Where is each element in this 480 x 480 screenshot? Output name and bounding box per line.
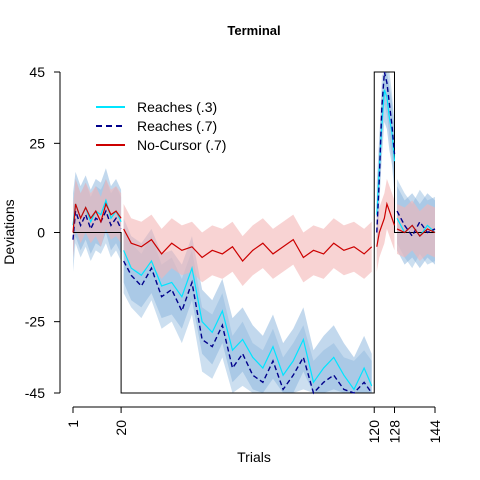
series-line-1-0 [72, 209, 122, 240]
series-lines [72, 71, 436, 395]
band-2-1 [123, 203, 372, 286]
legend-label-0: Reaches (.3) [137, 99, 217, 115]
schedule-line [73, 71, 435, 394]
legend-label-1: Reaches (.7) [137, 118, 217, 134]
x-tick-label-4: 144 [427, 420, 443, 444]
x-tick-label-0: 1 [65, 420, 81, 428]
series-line-2-1 [123, 228, 373, 262]
series-line-0-1 [123, 250, 373, 391]
perturbation-schedule [73, 71, 435, 394]
x-tick-label-2: 120 [366, 420, 382, 444]
y-tick-label-2: 0 [37, 225, 45, 241]
band-2-0 [73, 179, 122, 258]
y-tick-label-4: -45 [25, 385, 45, 401]
x-axis-label: Trials [237, 449, 271, 465]
series-line-2-3 [396, 224, 436, 237]
series-line-2-0 [72, 202, 122, 233]
y-tick-label-3: -25 [25, 314, 45, 330]
series-line-1-1 [123, 260, 373, 395]
y-axis-label: Deviations [1, 199, 17, 264]
series-line-1-3 [396, 210, 436, 238]
x-tick-label-1: 20 [113, 420, 129, 436]
chart-title: Terminal [227, 23, 280, 38]
legend: Reaches (.3) Reaches (.7) No-Cursor (.7) [96, 99, 226, 153]
series-line-0-2 [376, 89, 396, 215]
y-tick-label-1: 25 [29, 135, 45, 151]
confidence-bands [73, 72, 435, 393]
series-line-2-2 [376, 201, 396, 247]
y-tick-label-0: 45 [29, 64, 45, 80]
x-tick-label-3: 128 [386, 420, 402, 444]
legend-label-2: No-Cursor (.7) [137, 137, 226, 153]
series-line-1-2 [376, 71, 396, 233]
band-2-2 [376, 179, 395, 272]
